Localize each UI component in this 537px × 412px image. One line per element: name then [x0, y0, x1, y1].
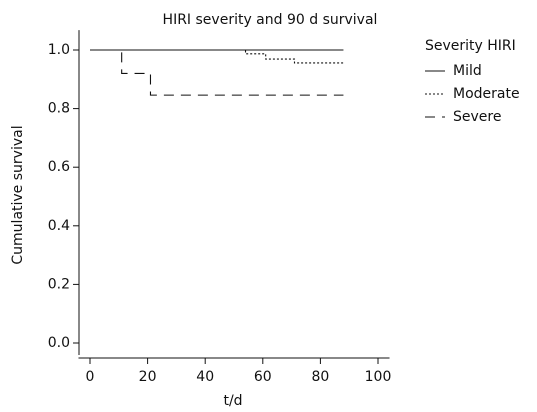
x-tick-label: 40: [196, 369, 214, 385]
x-axis-title: t/d: [223, 393, 242, 409]
y-tick-label: 0.0: [48, 335, 70, 351]
y-tick-label: 0.8: [48, 101, 70, 117]
y-axis-title: Cumulative survival: [10, 125, 26, 264]
legend-label: Severe: [453, 109, 501, 125]
y-tick-label: 0.4: [48, 218, 70, 234]
legend-title: Severity HIRI: [425, 38, 516, 54]
x-tick-label: 20: [139, 369, 157, 385]
survival-line: [90, 49, 344, 64]
legend-label: Moderate: [453, 86, 520, 102]
x-tick-label: 0: [86, 369, 95, 385]
y-tick-label: 0.2: [48, 276, 70, 292]
legend-label: Mild: [453, 63, 482, 79]
survival-line: [90, 49, 344, 96]
y-tick-label: 0.6: [48, 159, 70, 175]
x-tick-label: 100: [365, 369, 392, 385]
chart-title: HIRI severity and 90 d survival: [163, 12, 378, 28]
x-tick-label: 60: [254, 369, 272, 385]
x-tick-label: 80: [311, 369, 329, 385]
y-tick-label: 1.0: [48, 42, 70, 58]
